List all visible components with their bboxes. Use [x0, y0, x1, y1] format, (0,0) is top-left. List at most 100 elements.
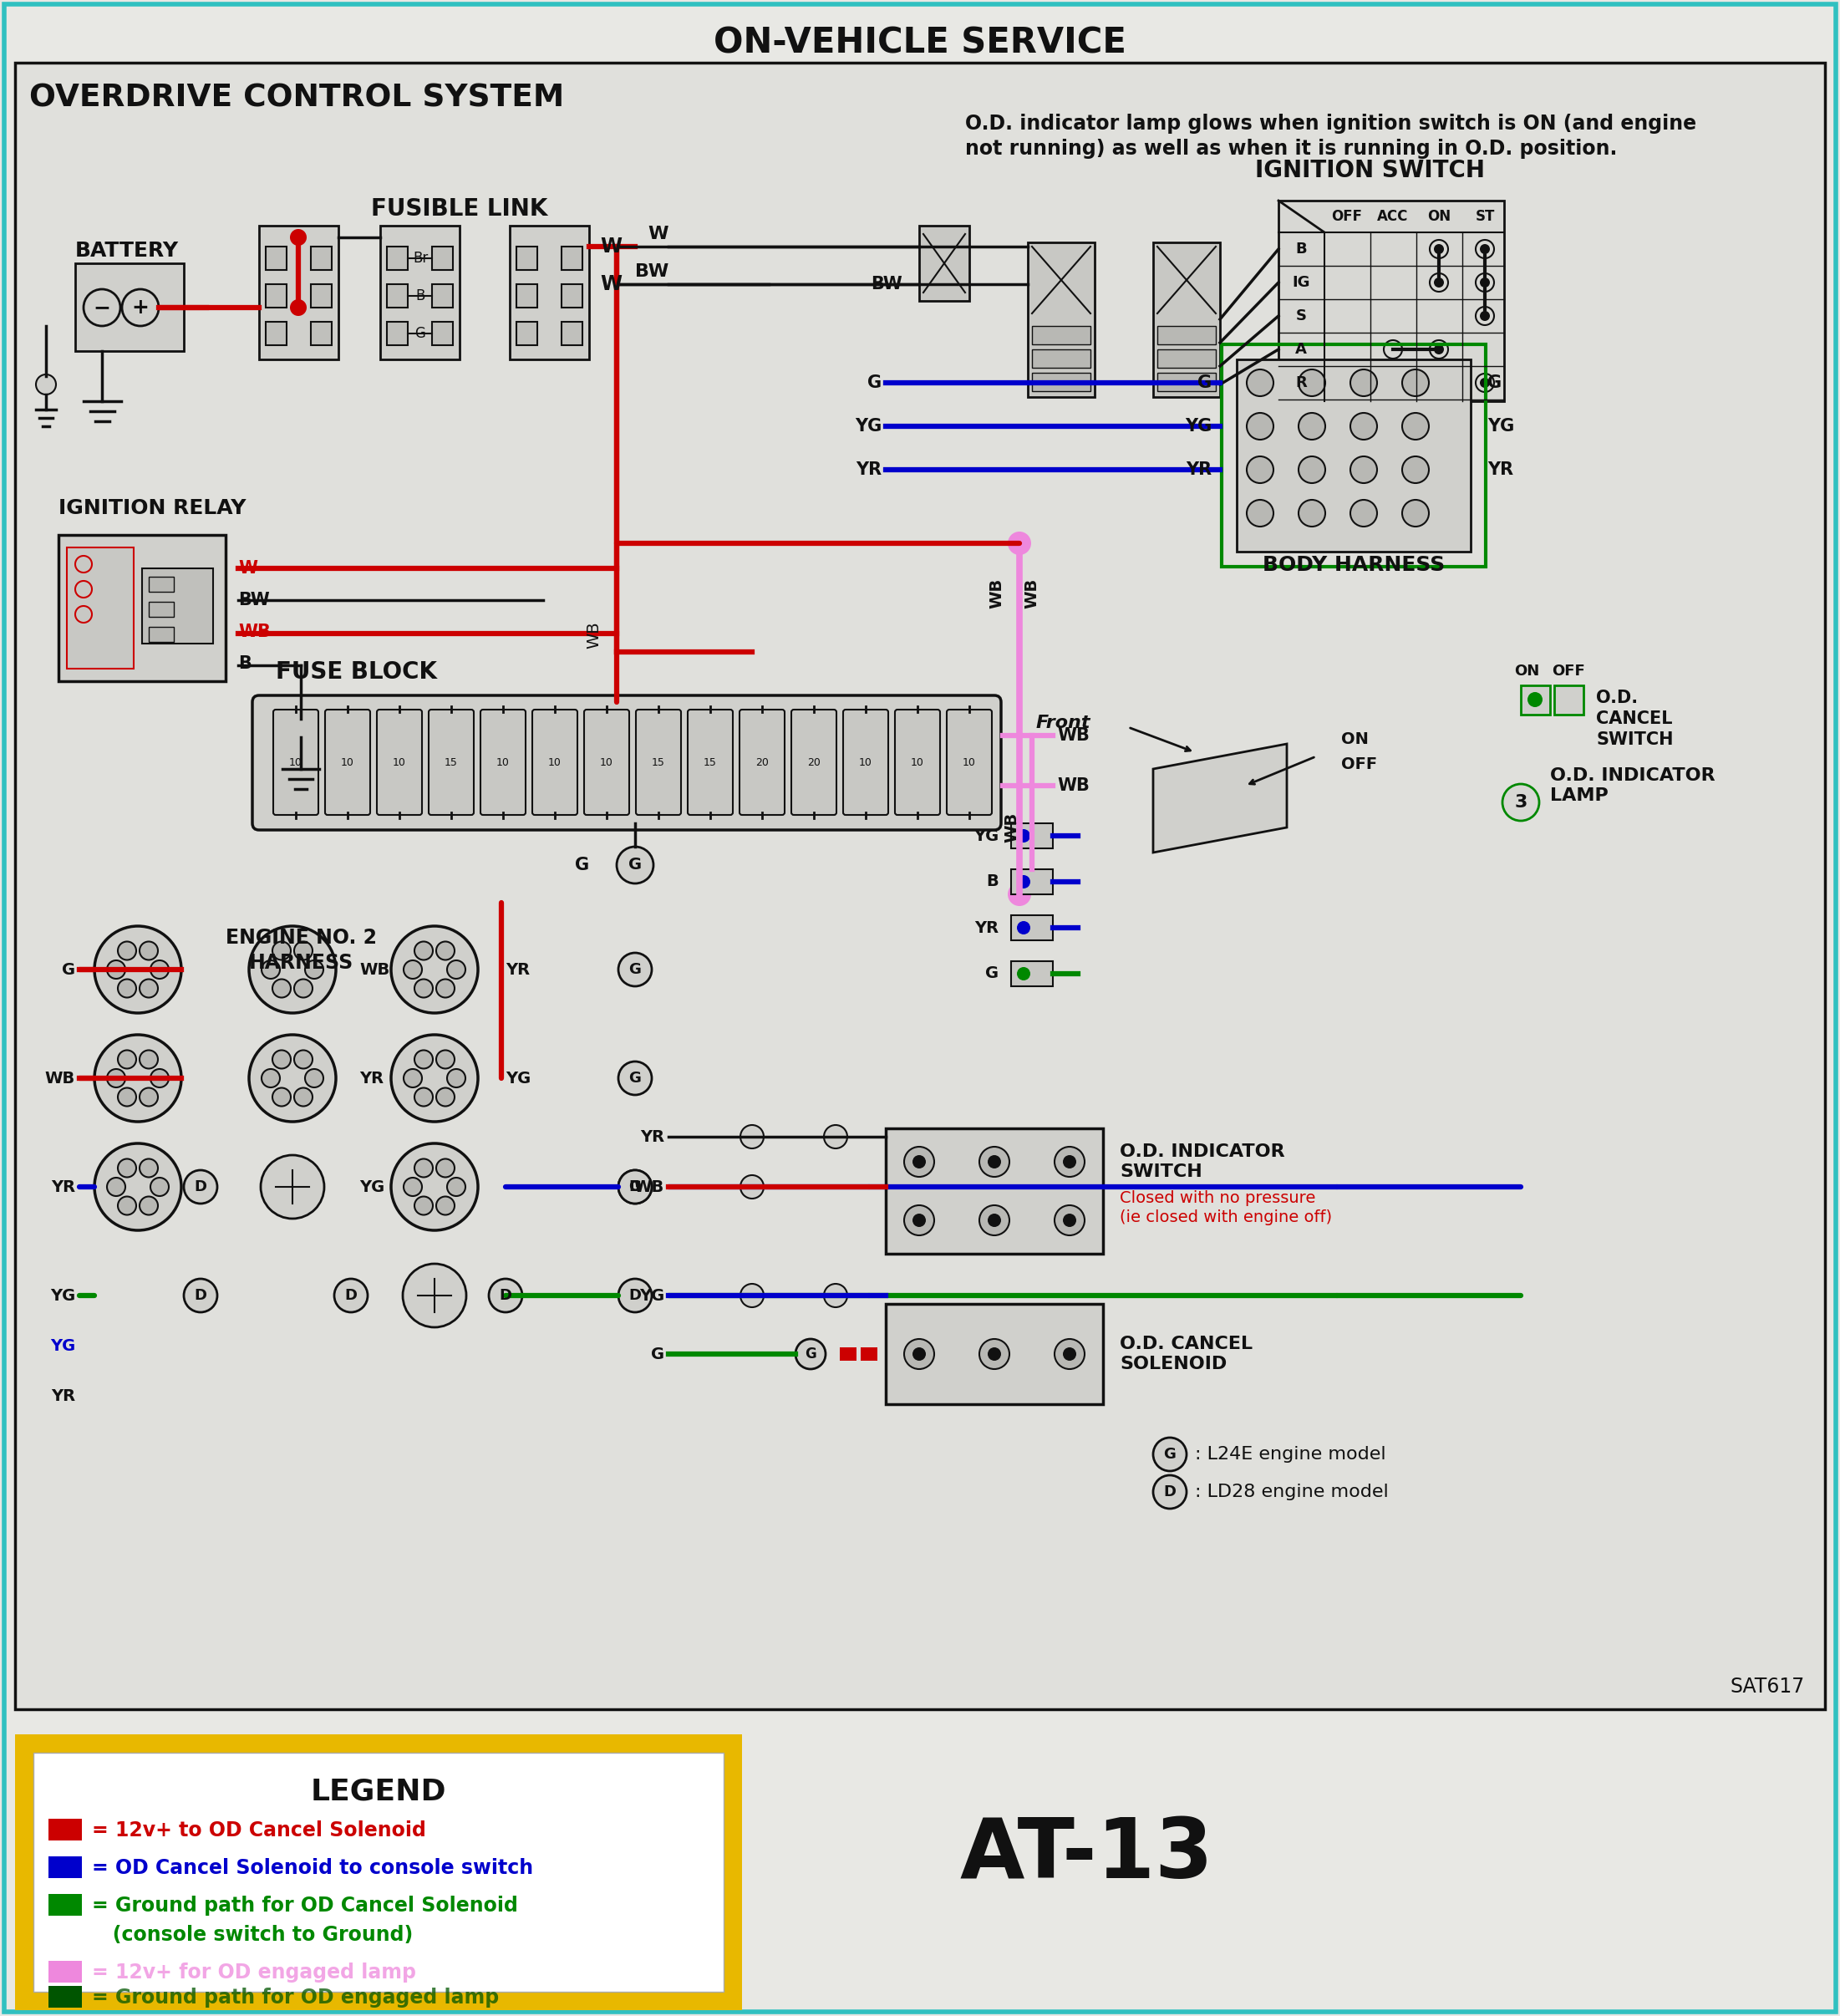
Text: G: G	[1487, 375, 1501, 391]
Circle shape	[1560, 691, 1575, 708]
Circle shape	[618, 1278, 651, 1312]
Circle shape	[1018, 875, 1030, 889]
Text: −: −	[94, 298, 110, 319]
Text: ENGINE NO. 2
HARNESS: ENGINE NO. 2 HARNESS	[224, 927, 377, 972]
Bar	[1012, 869, 1052, 895]
Text: W: W	[237, 560, 258, 577]
Circle shape	[1351, 500, 1376, 526]
Text: D: D	[499, 1288, 512, 1302]
Circle shape	[1299, 413, 1325, 439]
Bar	[1157, 373, 1216, 391]
FancyBboxPatch shape	[480, 710, 526, 814]
Text: B: B	[416, 288, 425, 302]
Text: WB: WB	[1003, 812, 1019, 843]
Circle shape	[294, 1050, 313, 1068]
FancyBboxPatch shape	[843, 710, 889, 814]
Circle shape	[83, 288, 120, 327]
Circle shape	[1479, 377, 1490, 387]
Bar	[66, 548, 134, 669]
Bar	[1012, 823, 1052, 849]
Text: YR: YR	[1185, 462, 1211, 478]
Text: WB: WB	[988, 579, 1005, 609]
Text: 15: 15	[703, 756, 718, 768]
Bar	[1012, 962, 1052, 986]
Bar	[48, 1962, 83, 1982]
Circle shape	[913, 1214, 926, 1228]
Bar	[386, 246, 408, 270]
Bar	[839, 1347, 856, 1361]
Text: D: D	[1163, 1484, 1176, 1500]
Bar	[149, 603, 173, 617]
Circle shape	[1018, 968, 1030, 980]
Circle shape	[1054, 1147, 1084, 1177]
Text: ACC: ACC	[1378, 210, 1409, 224]
Text: YG: YG	[1487, 417, 1514, 435]
Bar	[1522, 685, 1549, 714]
Circle shape	[140, 1089, 158, 1107]
Circle shape	[118, 980, 136, 998]
Circle shape	[979, 1339, 1010, 1369]
Text: WB: WB	[635, 1179, 664, 1195]
Text: OFF: OFF	[1332, 210, 1362, 224]
Circle shape	[1476, 306, 1494, 325]
Bar	[561, 284, 583, 308]
Text: O.D.
CANCEL
SWITCH: O.D. CANCEL SWITCH	[1595, 689, 1673, 748]
Bar	[1157, 349, 1216, 367]
Circle shape	[903, 1339, 935, 1369]
Text: W: W	[600, 236, 622, 256]
Bar	[1032, 373, 1091, 391]
Bar	[142, 569, 213, 643]
FancyBboxPatch shape	[583, 710, 629, 814]
Bar	[311, 323, 331, 345]
Circle shape	[1054, 1206, 1084, 1236]
Text: +: +	[132, 298, 149, 319]
Circle shape	[184, 1278, 217, 1312]
Circle shape	[118, 1195, 136, 1216]
Circle shape	[740, 1175, 764, 1200]
Text: WB: WB	[44, 1070, 75, 1087]
Bar	[48, 1818, 83, 1841]
Bar	[15, 62, 1825, 1710]
Circle shape	[616, 847, 653, 883]
Text: W: W	[600, 274, 622, 294]
Text: B: B	[986, 873, 999, 889]
Circle shape	[1299, 500, 1325, 526]
Circle shape	[618, 954, 651, 986]
Text: WB: WB	[1056, 728, 1089, 744]
Bar	[920, 226, 970, 300]
Circle shape	[248, 1034, 337, 1121]
Circle shape	[1476, 240, 1494, 258]
FancyBboxPatch shape	[377, 710, 421, 814]
Circle shape	[447, 1177, 466, 1195]
Text: WB: WB	[1056, 778, 1089, 794]
Circle shape	[903, 1147, 935, 1177]
Circle shape	[1402, 500, 1430, 526]
Text: FUSIBLE LINK: FUSIBLE LINK	[372, 198, 548, 220]
Circle shape	[392, 925, 478, 1012]
Text: Front: Front	[1036, 714, 1091, 732]
Circle shape	[75, 607, 92, 623]
FancyBboxPatch shape	[326, 710, 370, 814]
Text: FUSE BLOCK: FUSE BLOCK	[276, 661, 438, 683]
Bar	[33, 1752, 723, 1992]
Text: ON: ON	[1428, 210, 1450, 224]
Circle shape	[1433, 278, 1444, 288]
Circle shape	[392, 1034, 478, 1121]
Circle shape	[903, 1206, 935, 1236]
Text: YG: YG	[50, 1288, 75, 1304]
Circle shape	[151, 960, 169, 978]
Text: BW: BW	[870, 276, 902, 292]
Text: 10: 10	[392, 756, 407, 768]
Text: G: G	[1163, 1447, 1176, 1462]
Text: G: G	[1198, 375, 1211, 391]
Bar	[15, 1734, 742, 2010]
Bar	[386, 323, 408, 345]
Bar	[885, 1304, 1102, 1405]
Bar	[1555, 685, 1584, 714]
Circle shape	[272, 980, 291, 998]
Circle shape	[1430, 240, 1448, 258]
Circle shape	[1299, 456, 1325, 484]
Text: YR: YR	[973, 919, 999, 935]
Bar	[432, 284, 453, 308]
Text: ST: ST	[1476, 210, 1494, 224]
